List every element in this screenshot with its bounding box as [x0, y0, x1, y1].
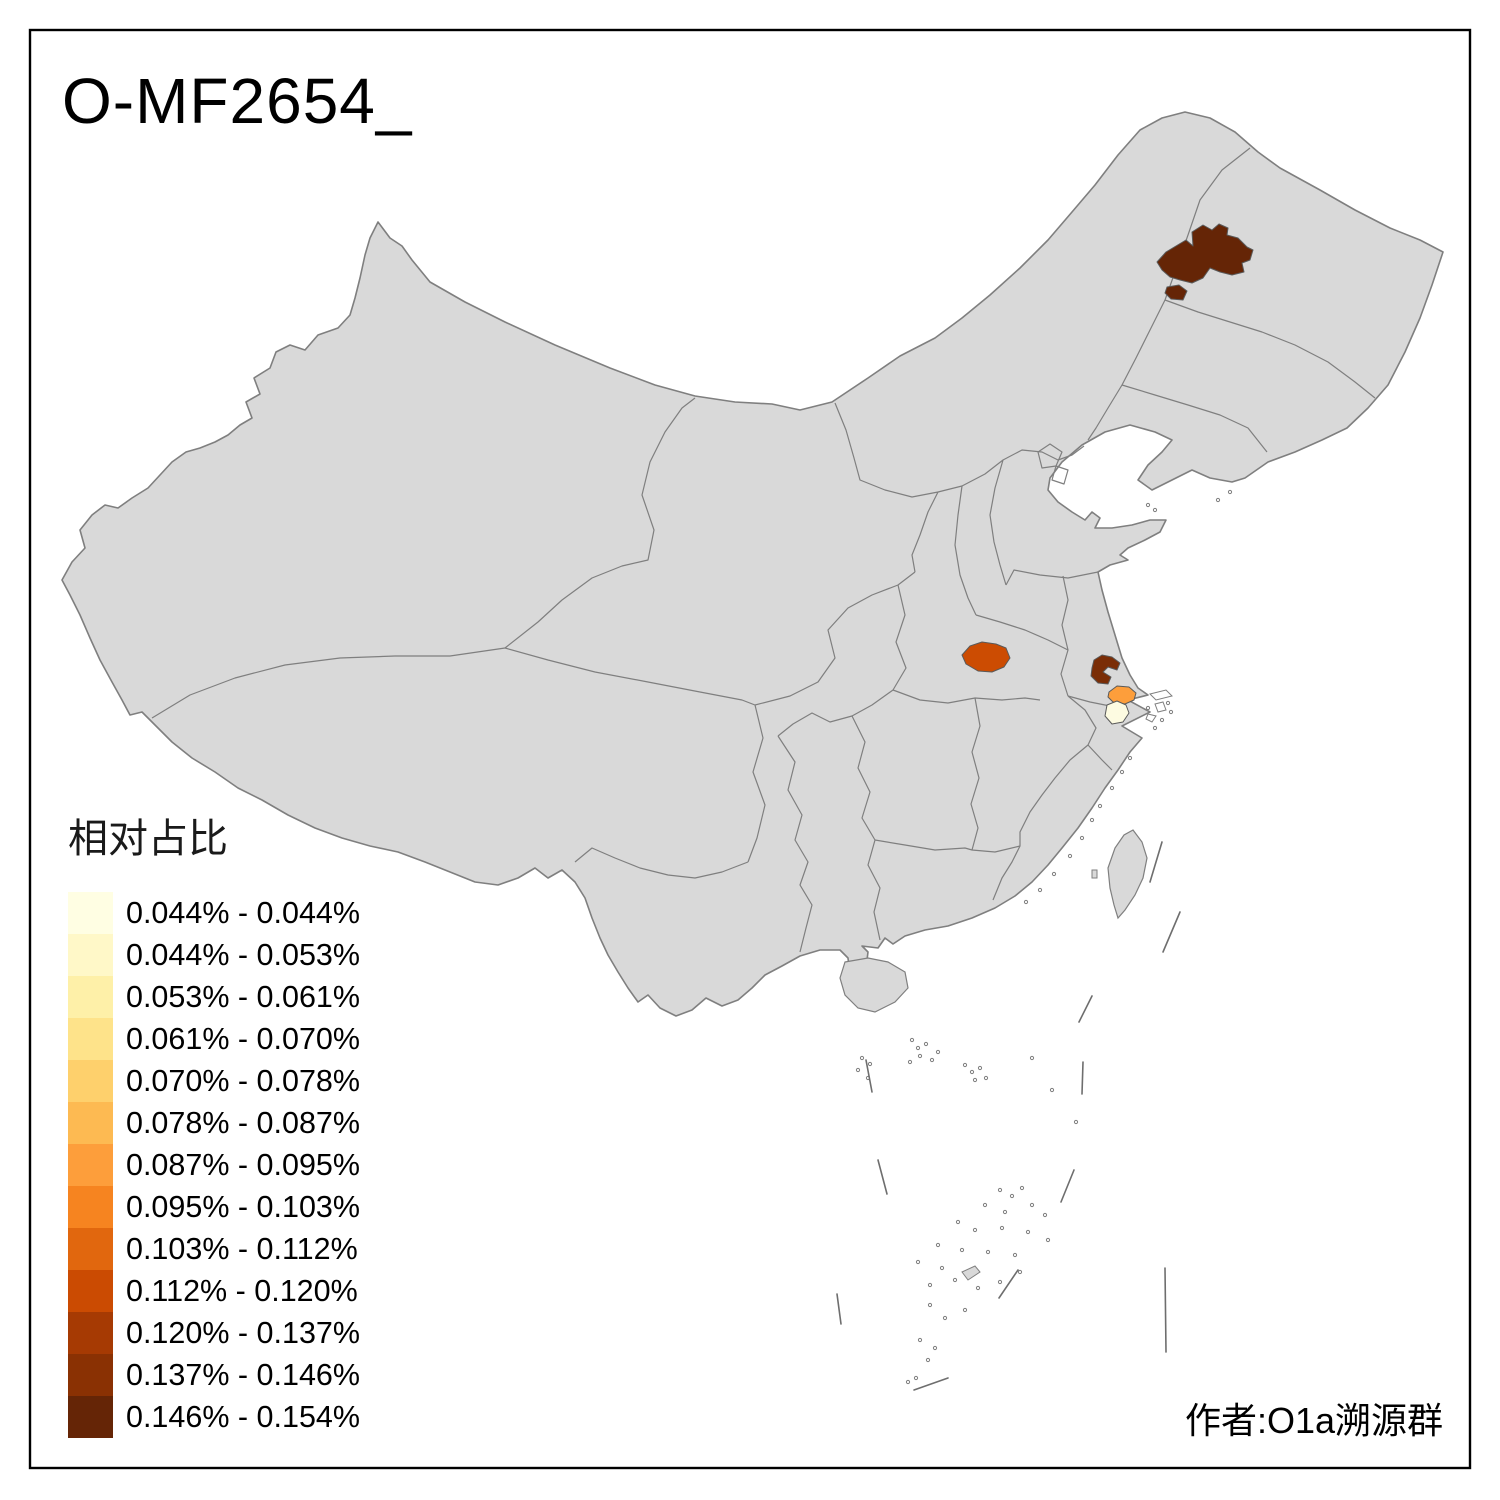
page-title: O-MF2654_	[62, 65, 413, 137]
dash-line-segments	[836, 841, 1181, 1391]
region-central	[961, 641, 1011, 673]
legend-label: 0.095% - 0.103%	[126, 1189, 360, 1224]
estuary-islets	[1145, 689, 1173, 723]
legend-swatch	[68, 1186, 113, 1228]
legend-swatch	[68, 1144, 113, 1186]
highlighted-regions	[961, 223, 1254, 725]
legend-swatch	[68, 1228, 113, 1270]
legend-label: 0.137% - 0.146%	[126, 1357, 360, 1392]
legend-item: 0.112% - 0.120%	[68, 1270, 360, 1312]
legend-item: 0.061% - 0.070%	[68, 1018, 360, 1060]
legend-swatch	[68, 934, 113, 976]
legend-item: 0.146% - 0.154%	[68, 1396, 360, 1438]
region-east-orange	[1107, 685, 1137, 705]
region-east-dark	[1090, 654, 1121, 685]
region-east-pale	[1104, 700, 1130, 725]
legend-label: 0.061% - 0.070%	[126, 1021, 360, 1056]
legend-swatch	[68, 1060, 113, 1102]
hainan-island	[839, 957, 909, 1013]
legend-item: 0.044% - 0.044%	[68, 892, 360, 934]
legend-swatch	[68, 1270, 113, 1312]
legend-swatch	[68, 976, 113, 1018]
legend-label: 0.044% - 0.044%	[126, 895, 360, 930]
legend-swatch	[68, 1354, 113, 1396]
legend-item: 0.087% - 0.095%	[68, 1144, 360, 1186]
legend-title: 相对占比	[68, 817, 228, 861]
legend-label: 0.053% - 0.061%	[126, 979, 360, 1014]
legend-item: 0.120% - 0.137%	[68, 1312, 360, 1354]
legend-item: 0.103% - 0.112%	[68, 1228, 360, 1270]
scs-gray-islets	[961, 869, 1098, 1281]
legend-item: 0.078% - 0.087%	[68, 1102, 360, 1144]
attribution: 作者:O1a溯源群	[1184, 1400, 1443, 1441]
legend-swatch	[68, 892, 113, 934]
legend-label: 0.120% - 0.137%	[126, 1315, 360, 1350]
legend-swatch	[68, 1312, 113, 1354]
legend-label: 0.078% - 0.087%	[126, 1105, 360, 1140]
legend-label: 0.070% - 0.078%	[126, 1063, 360, 1098]
legend-label: 0.146% - 0.154%	[126, 1399, 360, 1434]
province-borders	[151, 147, 1376, 953]
legend-items: 0.044% - 0.044% 0.044% - 0.053% 0.053% - 0…	[68, 892, 360, 1438]
legend-swatch	[68, 1018, 113, 1060]
region-northeast	[1156, 223, 1254, 284]
sea-islets	[855, 489, 1233, 1385]
islands	[839, 829, 1148, 1013]
legend-label: 0.112% - 0.120%	[126, 1273, 358, 1308]
region-northeast-annex	[1164, 284, 1188, 301]
legend-item: 0.053% - 0.061%	[68, 976, 360, 1018]
legend-swatch	[68, 1102, 113, 1144]
legend: 相对占比 0.044% - 0.044% 0.044% - 0.053% 0.053…	[68, 806, 360, 1438]
legend-swatch	[68, 1396, 113, 1438]
legend-item: 0.095% - 0.103%	[68, 1186, 360, 1228]
legend-item: 0.070% - 0.078%	[68, 1060, 360, 1102]
taiwan-island	[1107, 829, 1148, 920]
legend-item: 0.044% - 0.053%	[68, 934, 360, 976]
china-mainland	[61, 111, 1444, 1017]
legend-label: 0.103% - 0.112%	[126, 1231, 358, 1266]
legend-label: 0.087% - 0.095%	[126, 1147, 360, 1182]
legend-label: 0.044% - 0.053%	[126, 937, 360, 972]
legend-item: 0.137% - 0.146%	[68, 1354, 360, 1396]
